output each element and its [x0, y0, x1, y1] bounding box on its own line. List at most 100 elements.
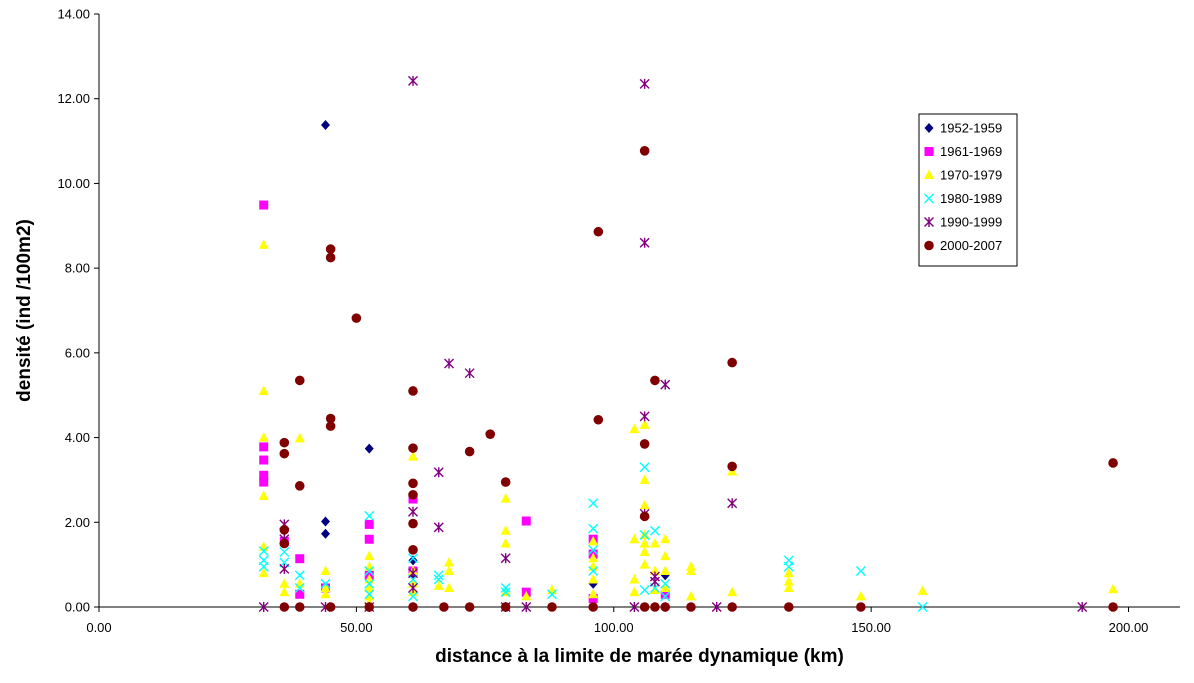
data-point	[660, 565, 671, 575]
legend-marker	[924, 193, 934, 204]
data-point	[433, 570, 444, 581]
legend-label: 1990-1999	[940, 215, 1002, 230]
data-point	[783, 576, 794, 586]
data-point	[500, 582, 511, 593]
data-point	[660, 550, 671, 561]
data-point	[295, 554, 305, 564]
data-point	[364, 602, 375, 612]
series-1961-1969	[259, 200, 670, 604]
data-point	[588, 535, 599, 546]
data-point	[783, 582, 794, 592]
y-tick-label: 4.00	[65, 430, 90, 445]
x-tick-label: 200.00	[1109, 620, 1149, 635]
legend-label: 1970-1979	[940, 168, 1002, 183]
data-point	[433, 522, 444, 533]
data-point	[660, 591, 671, 602]
data-point	[433, 580, 444, 590]
data-point	[444, 358, 455, 369]
data-point	[364, 510, 375, 521]
legend-marker	[924, 217, 934, 227]
data-point	[639, 419, 650, 429]
data-point	[639, 439, 650, 449]
data-point	[320, 565, 331, 575]
data-point	[320, 516, 330, 527]
data-point	[364, 561, 375, 571]
data-point	[588, 544, 599, 555]
data-point	[650, 602, 660, 612]
data-point	[364, 590, 375, 601]
data-point	[639, 146, 650, 156]
data-point	[500, 602, 511, 612]
data-point	[855, 566, 866, 576]
data-point	[258, 432, 269, 442]
data-point	[295, 589, 305, 599]
data-point	[364, 578, 375, 589]
legend-marker	[924, 240, 934, 251]
data-point	[649, 537, 660, 548]
data-point	[408, 545, 418, 555]
y-tick-label: 14.00	[57, 7, 90, 22]
y-axis-ticks: 0.00 2.00 4.00 6.00 8.00 10.00 12.00 14.00	[57, 7, 99, 615]
data-point	[258, 546, 269, 557]
data-point	[727, 602, 737, 612]
data-point	[279, 437, 290, 448]
data-point	[521, 516, 531, 526]
legend-label: 1980-1989	[940, 191, 1002, 206]
data-point	[444, 565, 455, 575]
data-point	[351, 313, 362, 323]
data-point	[408, 386, 418, 396]
data-point	[408, 75, 418, 86]
legend-box	[918, 113, 1018, 267]
data-point	[325, 421, 336, 431]
data-point	[593, 414, 604, 425]
data-point	[408, 489, 418, 500]
data-point	[408, 553, 418, 564]
data-point	[650, 375, 660, 386]
series-1980-1989	[258, 462, 928, 612]
x-tick-label: 0.00	[86, 620, 111, 635]
data-point	[408, 582, 418, 593]
data-point	[258, 490, 269, 501]
data-point	[259, 477, 269, 487]
data-point	[660, 582, 671, 592]
legend-label: 1961-1969	[940, 144, 1002, 159]
data-point	[408, 568, 418, 579]
data-point	[408, 443, 418, 453]
data-point	[727, 498, 738, 509]
data-point	[660, 589, 670, 599]
data-point	[325, 244, 336, 254]
data-point	[364, 550, 375, 561]
data-point	[1108, 458, 1118, 468]
data-point	[660, 533, 671, 544]
data-point	[259, 470, 269, 480]
data-point	[639, 546, 650, 556]
data-point	[686, 602, 696, 612]
data-point	[547, 602, 557, 612]
data-point	[546, 589, 557, 600]
data-point	[917, 602, 928, 612]
data-point	[500, 493, 511, 503]
data-point	[325, 602, 336, 612]
data-point	[408, 591, 418, 602]
data-point	[279, 546, 290, 557]
data-point	[649, 525, 660, 536]
data-point	[433, 574, 444, 585]
data-point	[727, 357, 737, 368]
data-point	[783, 567, 794, 578]
y-tick-label: 12.00	[57, 91, 90, 106]
legend-label: 1952-1959	[940, 121, 1002, 136]
y-tick-label: 2.00	[65, 515, 90, 530]
data-point	[294, 582, 305, 593]
data-point	[660, 578, 671, 589]
data-point	[444, 557, 455, 567]
data-point	[649, 584, 660, 595]
data-point	[320, 578, 331, 589]
data-point	[320, 119, 330, 130]
data-point	[325, 413, 336, 424]
data-point	[500, 525, 511, 535]
data-point	[588, 573, 599, 584]
data-point	[294, 602, 305, 612]
y-axis-title: densité (ind /100m2)	[14, 219, 35, 402]
data-point	[783, 561, 794, 572]
data-point	[258, 602, 269, 612]
